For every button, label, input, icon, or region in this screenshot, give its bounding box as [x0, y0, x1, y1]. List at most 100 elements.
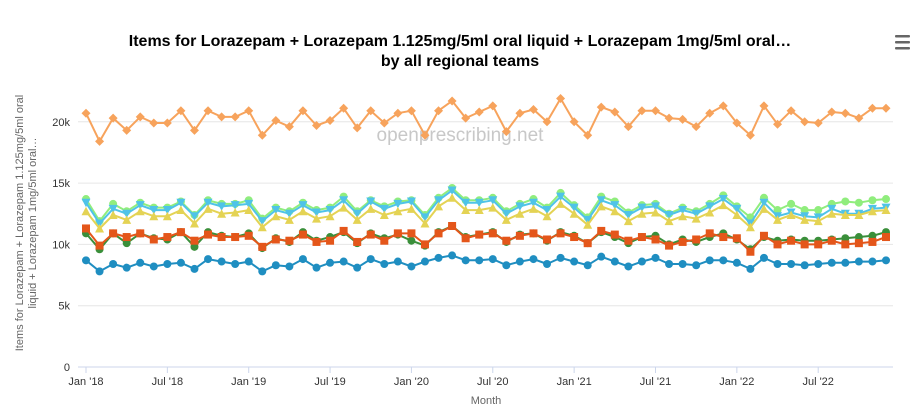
- data-point[interactable]: [285, 236, 294, 245]
- data-point[interactable]: [135, 112, 145, 122]
- data-point[interactable]: [407, 262, 416, 271]
- data-point[interactable]: [95, 267, 104, 276]
- data-point[interactable]: [474, 198, 484, 208]
- data-point[interactable]: [447, 96, 457, 106]
- data-point[interactable]: [447, 186, 457, 195]
- data-point[interactable]: [176, 198, 186, 208]
- data-point[interactable]: [393, 199, 403, 209]
- data-point[interactable]: [162, 206, 172, 215]
- data-point[interactable]: [854, 233, 863, 242]
- data-point[interactable]: [135, 201, 145, 210]
- data-point[interactable]: [569, 209, 579, 218]
- data-point[interactable]: [867, 206, 877, 216]
- data-point[interactable]: [353, 263, 362, 272]
- data-point[interactable]: [122, 263, 131, 272]
- data-point[interactable]: [81, 108, 91, 118]
- data-point[interactable]: [719, 233, 728, 242]
- data-point[interactable]: [841, 240, 850, 249]
- data-point[interactable]: [488, 255, 497, 264]
- data-point[interactable]: [461, 256, 470, 265]
- data-point[interactable]: [325, 116, 335, 126]
- data-point[interactable]: [814, 260, 823, 269]
- data-point[interactable]: [176, 106, 186, 116]
- data-point[interactable]: [583, 130, 593, 140]
- data-point[interactable]: [773, 240, 782, 249]
- data-point[interactable]: [759, 101, 769, 111]
- data-point[interactable]: [298, 106, 308, 116]
- data-point[interactable]: [190, 236, 199, 245]
- data-point[interactable]: [800, 261, 809, 270]
- data-point[interactable]: [420, 213, 430, 222]
- data-point[interactable]: [217, 209, 227, 218]
- data-point[interactable]: [814, 206, 823, 215]
- data-point[interactable]: [732, 234, 741, 243]
- data-point[interactable]: [787, 260, 796, 269]
- data-point[interactable]: [407, 229, 416, 238]
- data-point[interactable]: [136, 229, 145, 238]
- data-point[interactable]: [556, 192, 566, 202]
- data-point[interactable]: [678, 206, 688, 215]
- data-point[interactable]: [882, 233, 890, 242]
- data-point[interactable]: [258, 242, 267, 251]
- data-point[interactable]: [800, 215, 810, 224]
- data-point[interactable]: [664, 210, 674, 220]
- data-point[interactable]: [786, 210, 796, 219]
- data-point[interactable]: [583, 239, 592, 248]
- data-point[interactable]: [543, 235, 552, 244]
- data-point[interactable]: [664, 216, 674, 226]
- data-point[interactable]: [488, 196, 498, 205]
- data-point[interactable]: [475, 230, 484, 239]
- data-point[interactable]: [434, 106, 444, 116]
- data-point[interactable]: [434, 253, 443, 262]
- data-point[interactable]: [271, 206, 281, 215]
- data-point[interactable]: [827, 209, 837, 218]
- data-point[interactable]: [515, 108, 525, 118]
- data-point[interactable]: [149, 211, 159, 221]
- data-point[interactable]: [528, 198, 538, 208]
- data-point[interactable]: [732, 258, 741, 267]
- data-point[interactable]: [773, 119, 783, 129]
- data-point[interactable]: [814, 240, 823, 249]
- data-point[interactable]: [868, 257, 877, 266]
- menu-icon[interactable]: [895, 35, 910, 50]
- data-point[interactable]: [271, 116, 281, 126]
- data-point[interactable]: [244, 106, 254, 116]
- data-point[interactable]: [217, 112, 227, 122]
- data-point[interactable]: [610, 107, 620, 117]
- data-point[interactable]: [474, 205, 484, 215]
- data-point[interactable]: [528, 204, 538, 213]
- data-point[interactable]: [787, 199, 796, 208]
- data-point[interactable]: [529, 229, 538, 238]
- data-point[interactable]: [678, 211, 688, 221]
- data-point[interactable]: [257, 222, 267, 232]
- data-point[interactable]: [637, 106, 647, 116]
- data-point[interactable]: [596, 201, 606, 211]
- data-point[interactable]: [732, 118, 742, 128]
- data-point[interactable]: [271, 235, 280, 244]
- data-point[interactable]: [434, 229, 443, 238]
- data-point[interactable]: [149, 118, 159, 128]
- data-point[interactable]: [827, 258, 836, 267]
- data-point[interactable]: [393, 108, 403, 118]
- data-point[interactable]: [244, 205, 254, 215]
- data-point[interactable]: [379, 118, 389, 128]
- data-point[interactable]: [596, 102, 606, 112]
- data-point[interactable]: [217, 202, 227, 211]
- data-point[interactable]: [841, 258, 850, 267]
- data-point[interactable]: [366, 255, 375, 264]
- data-point[interactable]: [610, 206, 620, 216]
- data-point[interactable]: [515, 202, 525, 211]
- data-point[interactable]: [366, 197, 376, 206]
- data-point[interactable]: [665, 241, 674, 250]
- data-point[interactable]: [773, 206, 782, 215]
- data-point[interactable]: [542, 206, 552, 215]
- data-point[interactable]: [258, 267, 267, 276]
- data-point[interactable]: [448, 251, 457, 260]
- data-point[interactable]: [108, 210, 118, 219]
- data-point[interactable]: [406, 106, 416, 116]
- data-point[interactable]: [705, 229, 714, 238]
- data-point[interactable]: [570, 257, 579, 266]
- data-point[interactable]: [515, 231, 524, 240]
- data-point[interactable]: [800, 117, 810, 127]
- data-point[interactable]: [244, 199, 254, 209]
